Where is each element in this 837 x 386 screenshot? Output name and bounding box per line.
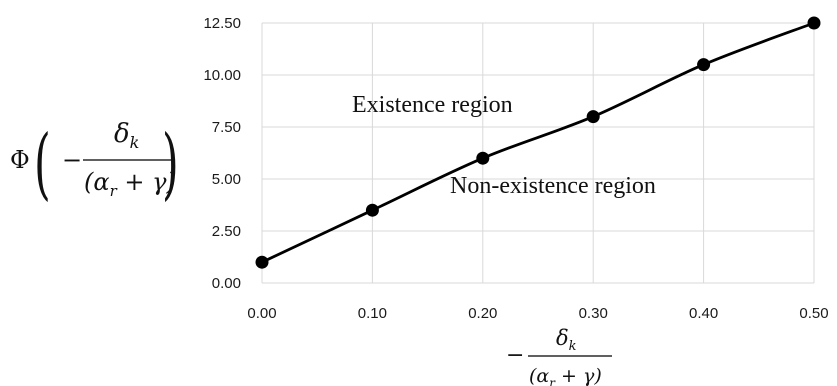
x-tick-label: 0.40	[689, 305, 718, 322]
x-tick-label: 0.30	[579, 305, 608, 322]
y-label-denominator: (αr + γ)	[84, 168, 176, 200]
y-tick-label: 10.00	[203, 67, 241, 84]
x-tick-label: 0.20	[468, 305, 497, 322]
y-label-minus: −	[62, 146, 82, 174]
y-tick-label: 2.50	[212, 223, 241, 240]
data-point	[697, 58, 711, 72]
annotation-non-existence-region: Non-existence region	[450, 173, 656, 199]
y-axis-label: Φ ( − δk (αr + γ) )	[10, 118, 179, 208]
x-label-minus: −	[506, 343, 524, 368]
data-point	[807, 16, 821, 30]
annotation-existence-region: Existence region	[352, 92, 513, 118]
x-tick-label: 0.50	[799, 305, 828, 322]
y-label-numerator: δk	[114, 119, 139, 152]
y-tick-label: 5.00	[212, 171, 241, 188]
y-tick-labels: 0.00 2.50 5.00 7.50 10.00 12.50	[203, 15, 241, 292]
data-point	[476, 151, 490, 165]
gridlines	[261, 22, 815, 284]
data-point	[365, 203, 379, 217]
data-points	[255, 16, 821, 269]
x-axis-label: − δk (αr + γ)	[506, 326, 612, 386]
x-tick-label: 0.00	[247, 305, 276, 322]
x-tick-label: 0.10	[358, 305, 387, 322]
data-point	[586, 110, 600, 124]
y-label-left-paren: (	[34, 118, 51, 208]
x-tick-labels: 0.00 0.10 0.20 0.30 0.40 0.50	[247, 305, 828, 322]
y-tick-label: 0.00	[212, 275, 241, 292]
y-tick-label: 7.50	[212, 119, 241, 136]
x-label-numerator: δk	[556, 326, 577, 354]
y-label-func: Φ	[10, 146, 30, 174]
y-label-right-paren: )	[162, 118, 179, 208]
series-line	[261, 21, 815, 264]
x-label-denominator: (αr + γ)	[529, 365, 602, 386]
y-tick-label: 12.50	[203, 15, 241, 32]
data-point	[255, 255, 269, 269]
